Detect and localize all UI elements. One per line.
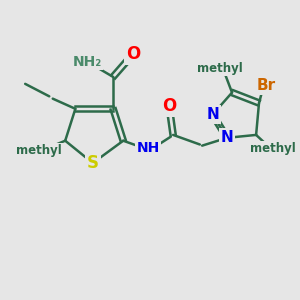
Text: methyl: methyl [16, 144, 62, 157]
Text: N: N [206, 107, 219, 122]
Text: NH: NH [136, 141, 160, 155]
Text: O: O [126, 45, 140, 63]
Text: methyl: methyl [197, 62, 242, 75]
Text: Br: Br [256, 78, 275, 93]
Text: N: N [221, 130, 233, 145]
Text: S: S [87, 154, 99, 172]
Text: methyl: methyl [250, 142, 296, 155]
Text: NH₂: NH₂ [72, 55, 102, 68]
Text: O: O [162, 97, 176, 115]
